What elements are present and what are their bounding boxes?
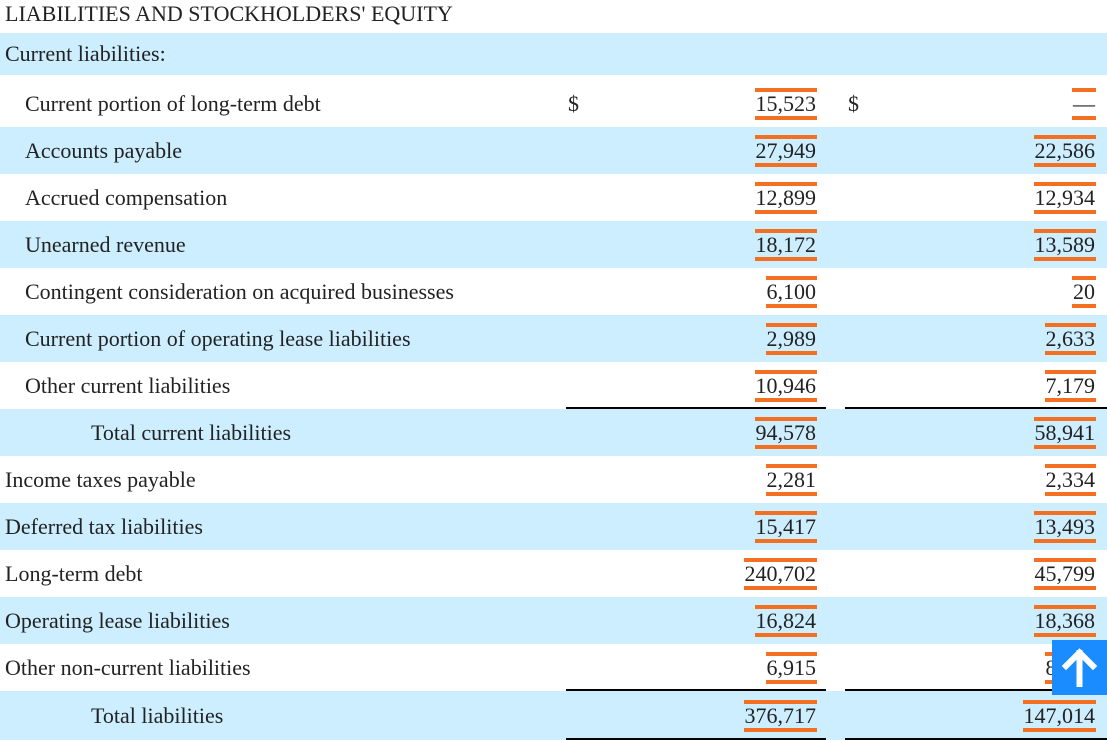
table-row: Accrued compensation 12,899 12,934 (0, 174, 1107, 221)
table-row: Operating lease liabilities 16,824 18,368 (0, 597, 1107, 644)
row-label: Total liabilities (91, 702, 224, 728)
row-label: Current portion of operating lease liabi… (25, 325, 411, 351)
cell-value: 12,899 (754, 181, 817, 214)
total-rule (566, 407, 826, 409)
cell-value: 12,934 (1033, 181, 1096, 214)
row-label: Unearned revenue (25, 231, 186, 257)
cell-value: 2,989 (765, 322, 817, 355)
cell-value: 22,586 (1033, 134, 1096, 167)
row-label: Total current liabilities (91, 419, 292, 445)
table-row: Contingent consideration on acquired bus… (0, 268, 1107, 315)
cell-value: 94,578 (754, 416, 817, 449)
total-rule (845, 407, 1107, 409)
row-label: Income taxes payable (5, 466, 196, 492)
cell-value: 15,523 (754, 87, 817, 120)
currency-symbol: $ (568, 90, 579, 116)
section-header: Current liabilities: (5, 41, 166, 66)
currency-symbol: $ (848, 90, 859, 116)
cell-value: 15,417 (754, 510, 817, 543)
cell-value: 240,702 (743, 557, 817, 590)
table-row: Total current liabilities 94,578 58,941 (0, 409, 1107, 456)
table-row: Other current liabilities 10,946 7,179 (0, 362, 1107, 409)
cell-value: 20 (1072, 275, 1096, 308)
total-rule (845, 689, 1107, 691)
cell-value: 2,334 (1044, 463, 1096, 496)
cell-value: 7,179 (1044, 369, 1096, 402)
table-row: Long-term debt 240,702 45,799 (0, 550, 1107, 597)
cell-value: 2,281 (765, 463, 817, 496)
section-header-row: Current liabilities: (0, 33, 1107, 75)
row-label: Long-term debt (5, 560, 143, 586)
total-rule (566, 738, 826, 740)
cell-value: 10,946 (754, 369, 817, 402)
row-label: Contingent consideration on acquired bus… (25, 278, 454, 304)
table-row: Deferred tax liabilities 15,417 13,493 (0, 503, 1107, 550)
scroll-to-top-button[interactable] (1052, 640, 1107, 695)
row-label: Other current liabilities (25, 372, 231, 398)
row-label: Accounts payable (25, 137, 182, 163)
row-label: Deferred tax liabilities (5, 513, 203, 539)
cell-value: 27,949 (754, 134, 817, 167)
cell-value: 6,915 (765, 651, 817, 684)
section-title: LIABILITIES AND STOCKHOLDERS' EQUITY (5, 1, 453, 26)
cell-value: 18,172 (754, 228, 817, 261)
table-row: Income taxes payable 2,281 2,334 (0, 456, 1107, 503)
cell-value: 58,941 (1033, 416, 1096, 449)
row-label: Other non-current liabilities (5, 654, 251, 680)
cell-value: 147,014 (1022, 699, 1096, 732)
cell-value: 376,717 (743, 699, 817, 732)
table-row: Unearned revenue 18,172 13,589 (0, 221, 1107, 268)
row-label: Accrued compensation (25, 184, 228, 210)
total-rule (845, 738, 1107, 740)
cell-value: 13,589 (1033, 228, 1096, 261)
cell-value: 6,100 (765, 275, 817, 308)
cell-value: 45,799 (1033, 557, 1096, 590)
table-row: Accounts payable 27,949 22,586 (0, 127, 1107, 174)
cell-value: 2,633 (1044, 322, 1096, 355)
cell-value: 16,824 (754, 604, 817, 637)
row-label: Current portion of long-term debt (25, 90, 321, 116)
total-rule (566, 689, 826, 691)
table-row: Current portion of operating lease liabi… (0, 315, 1107, 362)
table-row: Current portion of long-term debt $ $15,52… (0, 80, 1107, 127)
arrow-up-icon (1061, 648, 1098, 687)
row-label: Operating lease liabilities (5, 607, 230, 633)
table-row: Total liabilities 376,717 147,014 (0, 691, 1107, 740)
cell-value: — (1072, 87, 1096, 120)
cell-value: 18,368 (1033, 604, 1096, 637)
cell-value: 13,493 (1033, 510, 1096, 543)
